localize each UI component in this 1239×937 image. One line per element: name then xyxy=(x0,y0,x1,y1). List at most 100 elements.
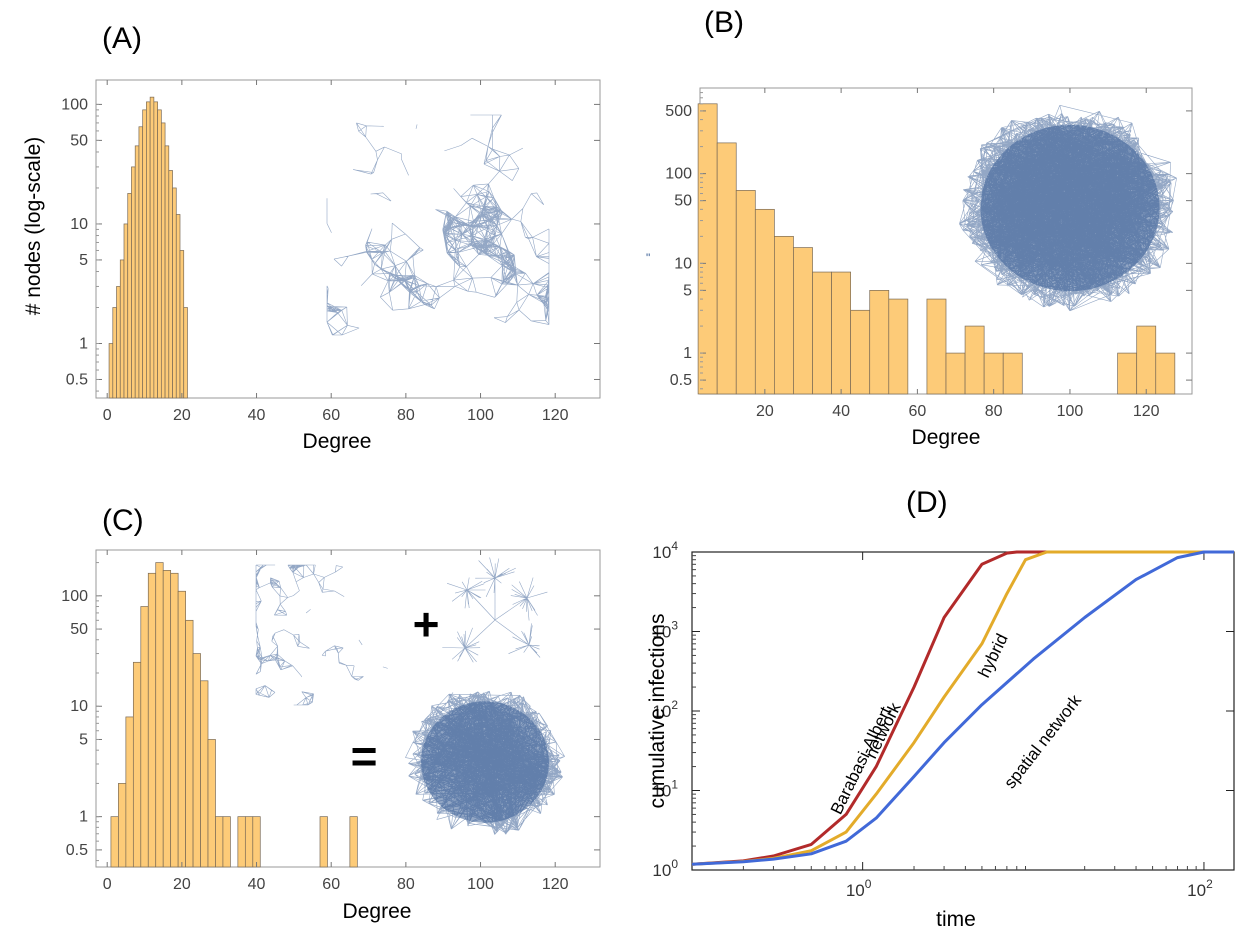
bar-a-2 xyxy=(116,286,121,399)
bar-c-13 xyxy=(207,739,216,868)
bar-a-5 xyxy=(127,193,132,399)
bar-c-5 xyxy=(147,572,157,868)
panel-c-spatial-network-icon xyxy=(255,564,388,706)
bar-a-8 xyxy=(138,126,144,399)
bar-b-5 xyxy=(793,247,813,395)
y-tick-label: 10 xyxy=(674,255,692,272)
x-tick-label: 100 xyxy=(1057,403,1084,420)
x-tick-label: 40 xyxy=(248,407,266,424)
x-tick-label: 0 xyxy=(103,407,112,424)
bar-a-7 xyxy=(134,145,140,399)
panel-a: (A) 0 20 40 60 80 100 120 0.5 1 5 10 50 100 Degree #… xyxy=(22,22,601,453)
panel-b-label: (B) xyxy=(704,6,744,39)
bar-a-4 xyxy=(123,223,129,399)
bar-c-3 xyxy=(132,661,142,868)
bar-c-19 xyxy=(319,816,328,868)
bar-c-0 xyxy=(110,816,119,868)
panel-d-label: (D) xyxy=(906,486,948,519)
panel-a-label: (A) xyxy=(102,22,142,55)
bar-a-14 xyxy=(160,122,166,399)
x-tick-label: 100 xyxy=(467,876,494,893)
bar-a-1 xyxy=(112,307,117,399)
y-tick-label: 100 xyxy=(665,166,692,183)
bar-b-9 xyxy=(869,290,890,395)
x-tick-label: 80 xyxy=(397,876,415,893)
bar-a-15 xyxy=(164,145,170,399)
annotation-hybrid: hybrid xyxy=(974,631,1011,681)
bar-c-10 xyxy=(185,619,194,868)
y-tick-label: 100 xyxy=(61,96,88,113)
panel-a-y-axis-title: # nodes (log-scale) xyxy=(22,137,45,316)
bar-a-3 xyxy=(119,259,125,399)
bar-b-17 xyxy=(1136,325,1157,395)
panel-c-plus-sign: + xyxy=(413,598,440,650)
panel-c-plot-frame xyxy=(95,549,601,868)
bar-b-16 xyxy=(1117,352,1138,395)
panel-a-x-axis-title: Degree xyxy=(303,430,372,453)
bar-b-6 xyxy=(812,271,832,395)
annotation-spatial-network: spatial network xyxy=(1000,691,1085,792)
y-tick-label: 10 xyxy=(70,216,88,233)
panel-d-y-axis-title: cumulative infections xyxy=(646,614,669,809)
bar-c-17 xyxy=(244,816,254,868)
bar-c-7 xyxy=(162,570,172,868)
x-tick-label: 80 xyxy=(397,407,415,424)
bar-c-4 xyxy=(140,606,149,868)
bar-a-19 xyxy=(179,250,185,399)
panel-c-ticks: 0 20 40 60 80 100 120 0.5 1 5 10 50 100 xyxy=(61,550,600,893)
x-tick-label: 60 xyxy=(908,403,926,420)
network-edges xyxy=(255,564,388,706)
bar-a-6 xyxy=(131,166,136,399)
x-tick-label: 40 xyxy=(832,403,850,420)
y-tick-label: 1 xyxy=(79,809,88,826)
bar-a-0 xyxy=(108,343,114,399)
y-tick-label: 50 xyxy=(674,193,692,210)
panel-b-x-axis-title: Degree xyxy=(912,426,981,449)
x-tick-label: 60 xyxy=(322,876,340,893)
x-tick-label: 102 xyxy=(1187,877,1213,900)
bar-c-8 xyxy=(170,572,179,868)
bar-c-2 xyxy=(125,716,134,868)
bar-b-0 xyxy=(697,103,718,395)
bar-b-12 xyxy=(945,352,966,395)
bar-c-20 xyxy=(349,816,358,868)
x-tick-label: 0 xyxy=(103,876,112,893)
y-tick-label: 5 xyxy=(79,252,88,269)
panel-c-histogram-bars xyxy=(110,562,358,868)
panel-c-label: (C) xyxy=(102,504,144,537)
x-tick-label: 100 xyxy=(846,877,872,900)
panel-b-barabasi-albert-network-icon xyxy=(959,105,1177,312)
panel-a-histogram-bars xyxy=(108,96,188,399)
y-tick-label: 500 xyxy=(665,103,692,120)
bar-b-15 xyxy=(1002,352,1023,395)
y-tick-label: 104 xyxy=(652,539,678,562)
bar-c-1 xyxy=(118,783,127,868)
bar-b-2 xyxy=(735,190,756,395)
bar-b-14 xyxy=(983,352,1004,395)
y-tick-label: 5 xyxy=(683,282,692,299)
panel-a-ticks: 0 20 40 60 80 100 120 0.5 1 5 10 50 100 xyxy=(61,80,600,424)
bar-a-18 xyxy=(175,214,181,399)
bar-b-10 xyxy=(888,298,909,395)
bar-a-17 xyxy=(172,187,177,399)
y-tick-label: 1 xyxy=(683,345,692,362)
panel-b-stray-mark: " xyxy=(646,251,650,265)
bar-b-18 xyxy=(1155,352,1176,395)
bar-c-9 xyxy=(177,590,186,868)
x-tick-label: 20 xyxy=(173,876,191,893)
series-line-0 xyxy=(691,550,1234,866)
y-tick-label: 100 xyxy=(652,857,678,880)
bar-a-11 xyxy=(149,96,155,399)
y-tick-label: 50 xyxy=(70,621,88,638)
bar-c-18 xyxy=(252,816,261,868)
panel-d-plot-frame xyxy=(691,551,1235,871)
bar-c-14 xyxy=(215,816,224,868)
y-tick-label: 50 xyxy=(70,132,88,149)
x-tick-label: 80 xyxy=(985,403,1003,420)
bar-c-11 xyxy=(192,653,201,868)
bar-b-8 xyxy=(850,309,871,395)
panel-c-equals-sign: = xyxy=(351,730,378,782)
panel-d-series-lines xyxy=(691,550,1234,866)
x-tick-label: 20 xyxy=(756,403,774,420)
bar-b-7 xyxy=(831,271,852,395)
